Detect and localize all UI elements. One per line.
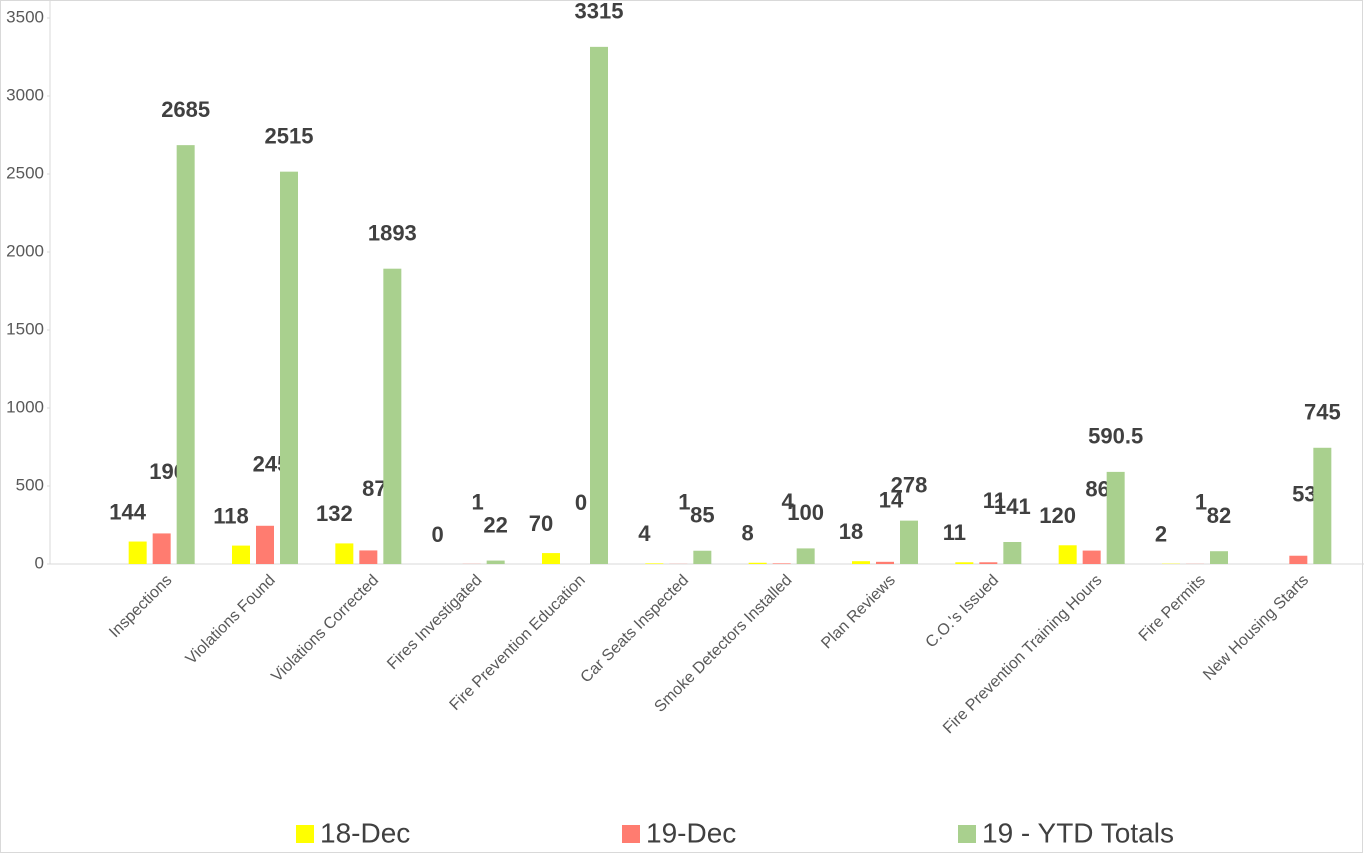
bar	[955, 562, 974, 564]
x-tick-label: Car Seats Inspected	[578, 572, 693, 687]
value-label: 2685	[161, 97, 210, 122]
bar	[232, 545, 250, 564]
value-label: 0	[575, 490, 587, 515]
value-label: 22	[483, 512, 507, 537]
bar	[748, 562, 767, 564]
legend-swatch	[622, 825, 640, 843]
value-label: 82	[1207, 503, 1231, 528]
bar	[280, 171, 298, 564]
value-label: 120	[1039, 503, 1076, 528]
bar	[359, 550, 378, 564]
y-tick-label: 1500	[6, 319, 44, 338]
value-label: 4	[638, 521, 651, 546]
legend-label: 19-Dec	[646, 817, 736, 848]
value-label: 11	[943, 520, 966, 545]
value-label: 1	[472, 490, 484, 515]
legend-label: 18-Dec	[320, 817, 410, 848]
value-label: 118	[213, 503, 249, 528]
bar	[645, 563, 664, 564]
y-tick-label: 3500	[6, 7, 44, 26]
bar	[772, 563, 791, 564]
value-label: 1	[1195, 490, 1207, 515]
bar	[900, 520, 918, 564]
bar	[383, 268, 402, 564]
x-tick-label: Fire Permits	[1136, 572, 1209, 645]
value-label: 0	[432, 522, 444, 547]
value-label: 14	[879, 488, 904, 513]
x-tick-label: Violations Corrected	[268, 572, 382, 686]
bar	[1210, 551, 1228, 564]
y-tick-label: 3000	[6, 85, 44, 104]
bar	[335, 543, 354, 564]
bar	[1289, 555, 1308, 564]
x-tick-label: C.O.'s Issued	[923, 572, 1003, 652]
bar	[542, 553, 560, 564]
bar	[1313, 447, 1332, 564]
value-label: 70	[529, 511, 553, 536]
bar	[796, 548, 815, 564]
value-label: 278	[891, 472, 928, 497]
bar	[693, 550, 712, 564]
value-label: 100	[787, 500, 824, 525]
x-tick-label: New Housing Starts	[1200, 572, 1312, 684]
bar	[1058, 545, 1077, 564]
y-tick-label: 500	[16, 475, 44, 494]
y-tick-label: 2500	[6, 163, 44, 182]
legend-label: 19 - YTD Totals	[982, 817, 1174, 848]
bar	[979, 562, 998, 564]
value-label: 11	[983, 488, 1006, 513]
value-label: 590.5	[1088, 424, 1143, 449]
bar	[128, 541, 147, 564]
bar	[486, 560, 505, 564]
y-tick-label: 2000	[6, 241, 44, 260]
value-label: 85	[690, 503, 714, 528]
value-label: 2515	[265, 123, 314, 148]
bar	[852, 561, 870, 564]
value-label: 53	[1292, 482, 1316, 507]
value-label: 87	[362, 476, 386, 501]
value-label: 3315	[575, 0, 624, 24]
bar	[1082, 550, 1101, 564]
value-label: 4	[782, 489, 795, 514]
bar	[876, 561, 894, 564]
bar	[176, 145, 195, 564]
bar	[256, 525, 274, 564]
bar	[1106, 471, 1125, 564]
y-tick-label: 1000	[6, 397, 44, 416]
legend-swatch	[296, 825, 314, 843]
value-label: 1893	[368, 221, 417, 246]
value-label: 141	[994, 494, 1031, 519]
value-label: 2	[1155, 522, 1167, 547]
value-label: 1	[678, 490, 690, 515]
value-label: 8	[742, 521, 754, 546]
value-label: 144	[109, 499, 146, 524]
x-tick-label: Fires Investigated	[384, 572, 485, 673]
y-tick-label: 0	[35, 553, 44, 572]
value-label: 745	[1304, 400, 1341, 425]
bar	[590, 46, 608, 565]
value-label: 132	[316, 501, 353, 526]
x-tick-label: Plan Reviews	[818, 572, 899, 653]
value-label: 18	[839, 519, 863, 544]
legend-swatch	[958, 825, 976, 843]
value-label: 86	[1085, 476, 1109, 501]
bar	[1003, 542, 1022, 564]
x-tick-label: Inspections	[106, 572, 175, 641]
bar	[152, 533, 171, 564]
x-tick-label: Violations Found	[183, 572, 279, 668]
